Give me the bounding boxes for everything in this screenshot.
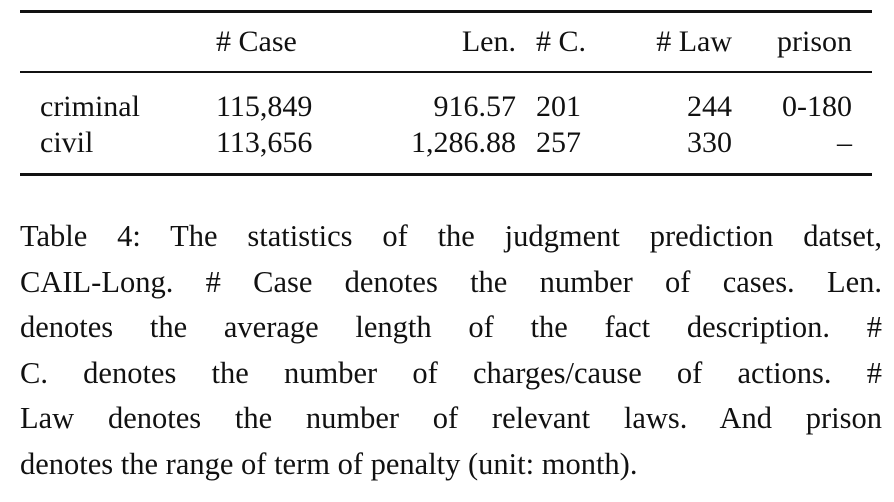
- statistics-table: # Case Len. # C. # Law prison criminal 1…: [20, 10, 872, 176]
- header-empty: [20, 13, 216, 71]
- table-row: criminal 115,849 916.57 201 244 0-180: [20, 89, 872, 125]
- table-body: criminal 115,849 916.57 201 244 0-180 ci…: [20, 89, 872, 161]
- header-law: # Law: [656, 25, 732, 58]
- table-caption: Table 4: The statistics of the judgment …: [20, 214, 882, 487]
- header-len: Len.: [461, 25, 516, 58]
- cell-cases: 115,849: [216, 90, 313, 123]
- cell-len: 1,286.88: [411, 126, 516, 159]
- header-prison: prison: [777, 25, 852, 58]
- row-label: criminal: [40, 90, 140, 123]
- row-label: civil: [40, 126, 94, 159]
- caption-line: C. denotes the number of charges/cause o…: [20, 355, 882, 390]
- table-bottom-rule: [20, 173, 872, 176]
- cell-prison: –: [837, 126, 852, 159]
- cell-cases: 113,656: [216, 126, 313, 159]
- caption-line: Table 4: The statistics of the judgment …: [20, 219, 882, 253]
- header-case: # Case: [216, 25, 297, 58]
- table-header-row: # Case Len. # C. # Law prison: [20, 13, 872, 71]
- table-row: civil 113,656 1,286.88 257 330 –: [20, 125, 872, 161]
- table-mid-rule: [20, 71, 872, 73]
- cell-charges: 201: [536, 90, 581, 123]
- caption-line: CAIL-Long. # Case denotes the number of …: [20, 264, 882, 299]
- caption-line: denotes the range of term of penalty (un…: [20, 446, 638, 481]
- cell-len: 916.57: [433, 90, 517, 123]
- cell-laws: 330: [687, 126, 732, 159]
- table-header: # Case Len. # C. # Law prison: [20, 13, 872, 71]
- cell-charges: 257: [536, 126, 581, 159]
- cell-prison: 0-180: [782, 90, 852, 123]
- header-charges: # C.: [536, 25, 587, 58]
- caption-line: denotes the average length of the fact d…: [20, 310, 882, 344]
- table-top-rule: [20, 10, 872, 13]
- cell-laws: 244: [687, 90, 732, 123]
- caption-line: Law denotes the number of relevant laws.…: [20, 401, 882, 435]
